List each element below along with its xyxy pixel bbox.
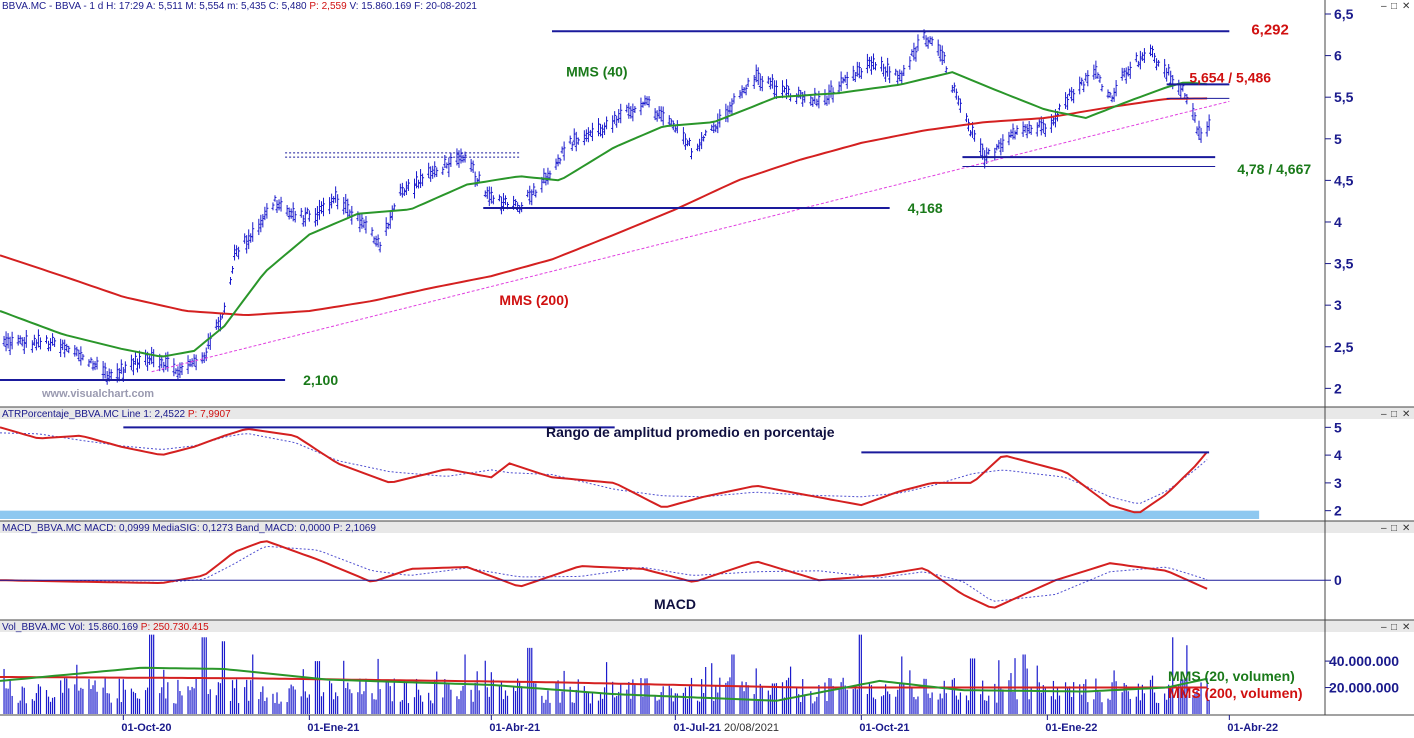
macd-signal-line: [0, 545, 1208, 602]
close-icon[interactable]: ✕: [1402, 409, 1410, 420]
maximize-icon[interactable]: □: [1391, 523, 1397, 534]
level-label-0: 6,292: [1251, 21, 1289, 38]
price-y-tick: 3,5: [1334, 256, 1354, 272]
level-label-3: 4,168: [908, 200, 943, 216]
watermark: www.visualchart.com: [41, 388, 154, 400]
level-label-1: 5,654 / 5,486: [1189, 69, 1271, 85]
price-y-tick: 5: [1334, 131, 1342, 147]
cursor-date: 20/08/2021: [724, 722, 779, 733]
price-header: BBVA.MC - BBVA - 1 d H: 17:29 A: 5,511 M…: [2, 1, 477, 12]
atr-y-tick: 5: [1334, 419, 1342, 435]
price-y-tick: 3: [1334, 297, 1342, 313]
x-tick: 01-Ene-21: [307, 722, 359, 733]
price-annotation-0: MMS (40): [566, 63, 627, 79]
atr-y-tick: 4: [1334, 447, 1342, 463]
volume-annotation-1: MMS (200, volumen): [1168, 685, 1303, 701]
atr-band: [0, 510, 1260, 519]
price-y-tick: 4,5: [1334, 172, 1354, 188]
vol-mms200-line: [0, 676, 1208, 689]
atr-title: Rango de amplitud promedio en porcentaje: [546, 424, 835, 440]
x-tick: 01-Oct-21: [859, 722, 909, 733]
x-tick: 01-Ene-22: [1045, 722, 1097, 733]
macd-header: MACD_BBVA.MC MACD: 0,0999 MediaSIG: 0,12…: [2, 523, 376, 534]
macd-line: [0, 540, 1208, 609]
macd-window-buttons[interactable]: – □ ✕: [1381, 523, 1410, 534]
price-y-tick: 2,5: [1334, 339, 1354, 355]
level-lines-layer: [0, 30, 1325, 581]
level-label-4: 2,100: [303, 372, 338, 388]
close-icon[interactable]: ✕: [1402, 622, 1410, 633]
x-tick: 01-Jul-21: [673, 722, 721, 733]
atr-y-tick: 3: [1334, 475, 1342, 491]
price-header-strip: [0, 0, 1414, 11]
price-y-tick: 4: [1334, 214, 1342, 230]
close-icon[interactable]: ✕: [1402, 1, 1410, 12]
vol-y-tick: 40.000.000: [1329, 653, 1399, 669]
minimize-icon[interactable]: –: [1381, 409, 1387, 420]
close-icon[interactable]: ✕: [1402, 523, 1410, 534]
price-annotation-1: MMS (200): [499, 292, 568, 308]
price-bars-layer: [2, 29, 1211, 385]
x-tick: 01-Abr-21: [489, 722, 540, 733]
atr-header-strip: [0, 407, 1414, 419]
minimize-icon[interactable]: –: [1381, 622, 1387, 633]
mms200-line: [0, 97, 1208, 317]
atr-window-buttons[interactable]: – □ ✕: [1381, 409, 1410, 420]
minimize-icon[interactable]: –: [1381, 1, 1387, 12]
macd-y-tick: 0: [1334, 572, 1342, 588]
volume-window-buttons[interactable]: – □ ✕: [1381, 622, 1410, 633]
series-lines-layer: [0, 71, 1230, 702]
trendline: [151, 100, 1230, 373]
maximize-icon[interactable]: □: [1391, 409, 1397, 420]
price-y-tick: 6,5: [1334, 6, 1354, 22]
minimize-icon[interactable]: –: [1381, 523, 1387, 534]
volume-header-strip: [0, 620, 1414, 632]
volume-bars-layer: [3, 634, 1210, 714]
macd-header-strip: [0, 521, 1414, 533]
price-y-tick: 2: [1334, 380, 1342, 396]
vol-mms20-line: [0, 666, 1208, 702]
labels-layer: 6,292 5,654 / 5,486 4,78 / 4,667 4,168 2,100…: [121, 6, 1399, 734]
price-window-buttons[interactable]: – □ ✕: [1381, 1, 1410, 12]
x-tick: 01-Abr-22: [1227, 722, 1278, 733]
mms40-line: [0, 71, 1208, 358]
vol-y-tick: 20.000.000: [1329, 680, 1399, 696]
atr-header: ATRPorcentaje_BBVA.MC Line 1: 2,4522 P: …: [2, 409, 231, 420]
maximize-icon[interactable]: □: [1391, 622, 1397, 633]
x-tick: 01-Oct-20: [121, 722, 171, 733]
volume-header: Vol_BBVA.MC Vol: 15.860.169 P: 250.730.4…: [2, 622, 209, 633]
price-y-tick: 6: [1334, 48, 1342, 64]
band-layer: [0, 152, 1260, 519]
maximize-icon[interactable]: □: [1391, 1, 1397, 12]
volume-annotation-0: MMS (20, volumen): [1168, 668, 1295, 684]
atr-line: [0, 426, 1208, 514]
atr-signal-line: [0, 432, 1208, 504]
price-y-tick: 5,5: [1334, 89, 1354, 105]
macd-title: MACD: [654, 596, 696, 612]
atr-y-tick: 2: [1334, 503, 1342, 519]
level-label-2: 4,78 / 4,667: [1237, 161, 1311, 177]
